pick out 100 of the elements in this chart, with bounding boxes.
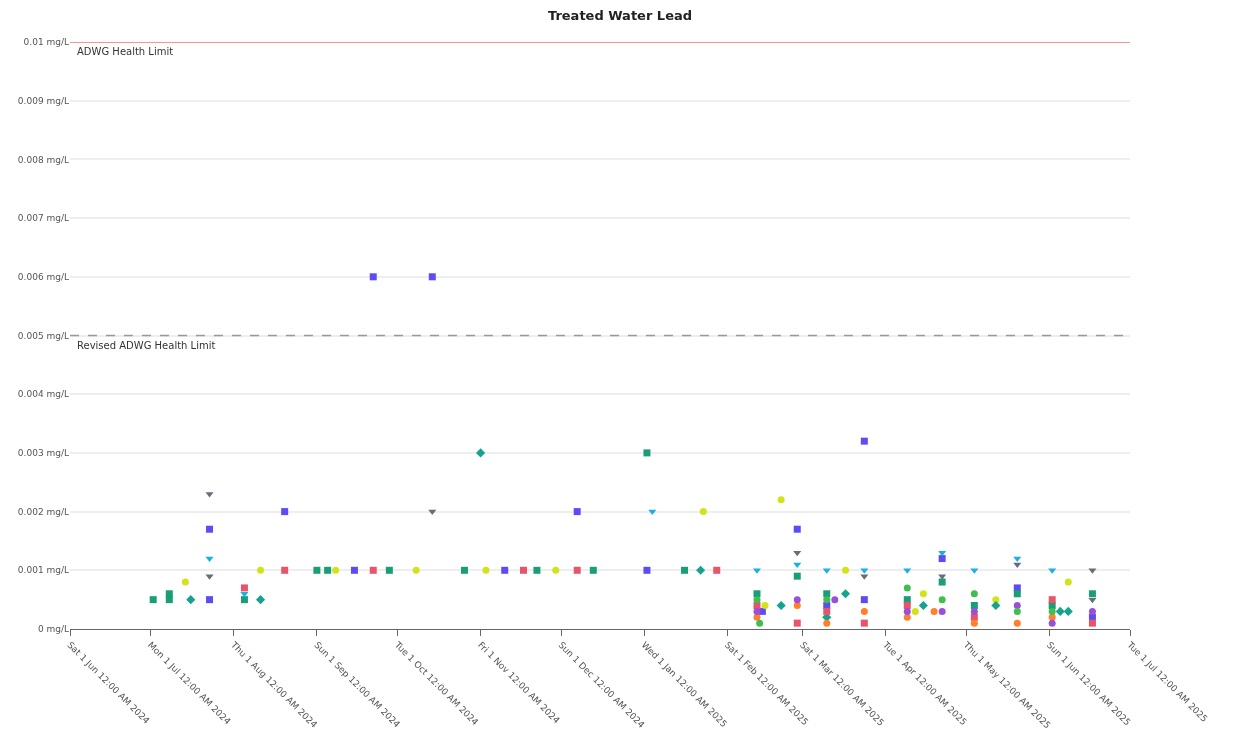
point: [1013, 556, 1022, 563]
point: [257, 566, 265, 574]
point: [938, 607, 946, 615]
point: [1013, 590, 1021, 598]
point: [332, 566, 340, 574]
point: [476, 448, 486, 458]
point: [842, 566, 850, 574]
point: [919, 590, 927, 598]
point: [350, 566, 358, 574]
point: [573, 508, 581, 516]
point: [756, 619, 764, 627]
point: [823, 596, 831, 604]
point: [903, 607, 911, 615]
point: [777, 496, 785, 504]
point: [793, 596, 801, 604]
point: [1013, 607, 1021, 615]
point: [991, 600, 1001, 611]
point: [255, 595, 266, 605]
point: [970, 607, 978, 615]
y-tick-label: 0.007 mg/L: [17, 213, 69, 224]
point: [648, 509, 657, 516]
point: [696, 565, 706, 575]
point: [793, 602, 801, 610]
point: [903, 602, 911, 610]
y-tick-label: 0 mg/L: [37, 624, 69, 635]
point: [1088, 597, 1097, 604]
point: [753, 596, 761, 604]
point: [793, 550, 802, 557]
point: [713, 566, 721, 574]
point: [1088, 619, 1096, 627]
point: [240, 596, 248, 604]
point: [970, 590, 978, 598]
point: [860, 619, 868, 627]
point: [206, 596, 214, 604]
point: [589, 566, 597, 574]
point: [823, 619, 831, 627]
point: [552, 566, 560, 574]
point: [911, 607, 919, 615]
point: [206, 525, 214, 533]
point: [240, 584, 248, 592]
point: [903, 613, 911, 621]
point: [761, 602, 769, 610]
point: [281, 566, 289, 574]
point: [165, 596, 173, 604]
y-tick-label: 0.002 mg/L: [17, 506, 69, 517]
point: [149, 596, 157, 604]
ref-line-label: ADWG Health Limit: [77, 46, 174, 57]
point: [860, 596, 868, 604]
point: [860, 437, 868, 445]
point: [1088, 590, 1096, 598]
point: [970, 619, 978, 627]
point: [938, 555, 946, 563]
point: [1048, 619, 1056, 627]
point: [369, 566, 377, 574]
point: [643, 449, 651, 457]
y-tick-label: 0.003 mg/L: [17, 448, 69, 459]
point: [412, 566, 420, 574]
y-tick-label: 0.005 mg/L: [17, 330, 69, 341]
y-tick-label: 0.01 mg/L: [23, 37, 69, 48]
y-tick-label: 0.001 mg/L: [17, 565, 69, 576]
point: [793, 572, 801, 580]
point: [1088, 607, 1096, 615]
point: [753, 590, 761, 598]
y-tick-label: 0.006 mg/L: [17, 271, 69, 282]
point: [699, 508, 707, 516]
point: [369, 273, 377, 281]
point: [533, 566, 541, 574]
point: [181, 578, 189, 586]
y-tick-label: 0.009 mg/L: [17, 95, 69, 106]
point: [753, 607, 761, 615]
point: [460, 566, 468, 574]
point: [205, 556, 214, 563]
point: [501, 566, 509, 574]
point: [520, 566, 528, 574]
point: [840, 589, 851, 599]
point: [573, 566, 581, 574]
point: [930, 607, 938, 615]
point: [1048, 596, 1056, 604]
point: [186, 595, 196, 605]
chart-title: Treated Water Lead: [547, 8, 693, 24]
point: [831, 596, 839, 604]
point: [793, 525, 801, 533]
point: [860, 607, 868, 615]
point: [428, 509, 437, 516]
point: [918, 600, 928, 611]
ref-line-label: Revised ADWG Health Limit: [77, 340, 216, 351]
point: [643, 566, 651, 574]
point: [1063, 606, 1073, 616]
point: [938, 578, 946, 586]
point: [1055, 606, 1065, 616]
point: [1013, 602, 1021, 610]
y-tick-label: 0.008 mg/L: [17, 154, 69, 165]
point: [823, 607, 831, 615]
point: [1048, 607, 1056, 615]
point: [324, 566, 332, 574]
point: [313, 566, 321, 574]
point: [428, 273, 436, 281]
point: [938, 550, 947, 557]
point: [903, 584, 911, 592]
point: [1064, 578, 1072, 586]
